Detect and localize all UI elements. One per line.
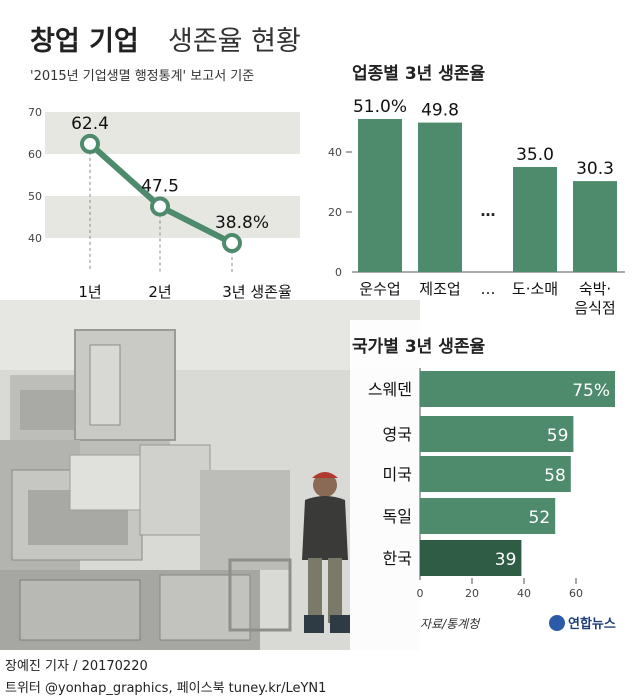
data-label: 47.5: [141, 177, 179, 197]
bar: [420, 371, 615, 407]
x-tick-label: …: [481, 280, 496, 298]
y-tick-label: 50: [28, 190, 42, 203]
x-tick-label: 60: [569, 587, 583, 600]
data-label: 62.4: [71, 114, 109, 134]
bar-chart-title: 업종별 3년 생존율: [352, 64, 486, 84]
source-label: 자료/통계청: [420, 617, 481, 631]
x-tick-label: 3년 생존율: [222, 283, 292, 301]
data-label: 51.0%: [353, 97, 407, 117]
data-label: 58: [544, 466, 566, 486]
y-tick-label: 40: [328, 146, 342, 159]
category-label: 스웨덴: [368, 380, 412, 399]
bar: [420, 498, 556, 534]
bar: [573, 181, 617, 272]
category-label: 한국: [383, 549, 412, 568]
category-label: 독일: [383, 507, 412, 526]
yonhap-logo: 연합뉴스: [549, 615, 616, 632]
data-label: 30.3: [576, 159, 614, 179]
bar: [420, 456, 571, 492]
social-links: 트위터 @yonhap_graphics, 페이스북 tuney.kr/LeYN…: [5, 681, 326, 696]
title-light: 생존율 현황: [168, 26, 301, 57]
y-tick-label: 20: [328, 206, 342, 219]
data-label: 52: [529, 508, 551, 528]
logo-text: 연합뉴스: [568, 616, 616, 632]
bar: [420, 540, 522, 576]
x-tick-label: 20: [465, 587, 479, 600]
bar: [420, 416, 574, 452]
data-label: 35.0: [516, 145, 554, 165]
line-chart: 70 60 50 40 62.4 1년 47.5 2년 38.8% 3년 생존율: [28, 106, 300, 301]
subtitle: '2015년 기업생멸 행정통계' 보고서 기준: [30, 68, 254, 84]
y-tick-label: 0: [335, 266, 342, 279]
category-label: 영국: [383, 425, 412, 444]
category-label: 미국: [383, 465, 412, 484]
yonhap-logo-icon: [549, 615, 565, 631]
x-tick-label: 2년: [148, 283, 171, 301]
hbar-chart-title: 국가별 3년 생존율: [352, 337, 486, 357]
x-tick-label: 운수업: [359, 280, 400, 298]
x-tick-label: 제조업: [419, 280, 460, 298]
y-tick-label: 60: [28, 148, 42, 161]
data-point: [80, 133, 100, 154]
industry-bar-chart: 40 20 0 51.0% 운수업 49.8 제조업 … … 35.0 도·소매 30.3 숙박·음식점: [328, 97, 625, 317]
bar: [358, 119, 402, 272]
data-label: 75%: [572, 381, 610, 401]
data-label: 49.8: [421, 101, 459, 121]
bar: [418, 122, 462, 272]
title-bold: 창업 기업: [30, 26, 139, 57]
bar: [513, 167, 557, 272]
data-point: [150, 196, 170, 217]
data-label: 38.8%: [215, 213, 269, 233]
x-tick-label: 40: [517, 587, 531, 600]
x-tick-label: 도·소매: [512, 280, 558, 298]
data-point: [222, 233, 242, 254]
ellipsis-mark: …: [481, 202, 496, 220]
country-bar-chart: 75% 스웨덴 59 영국 58 미국 52 독일 39 한국 0 20 40 60: [368, 368, 615, 600]
x-tick-label: 1년: [78, 283, 101, 301]
x-tick-label: 0: [417, 587, 424, 600]
x-tick-label: 음식점: [574, 299, 615, 317]
y-tick-label: 70: [28, 106, 42, 119]
credit: 장예진 기자 / 20170220: [5, 659, 148, 674]
data-label: 59: [547, 426, 569, 446]
y-tick-label: 40: [28, 232, 42, 245]
data-label: 39: [495, 550, 517, 570]
grid-band: [45, 196, 300, 238]
x-tick-label: 숙박·: [579, 280, 611, 298]
